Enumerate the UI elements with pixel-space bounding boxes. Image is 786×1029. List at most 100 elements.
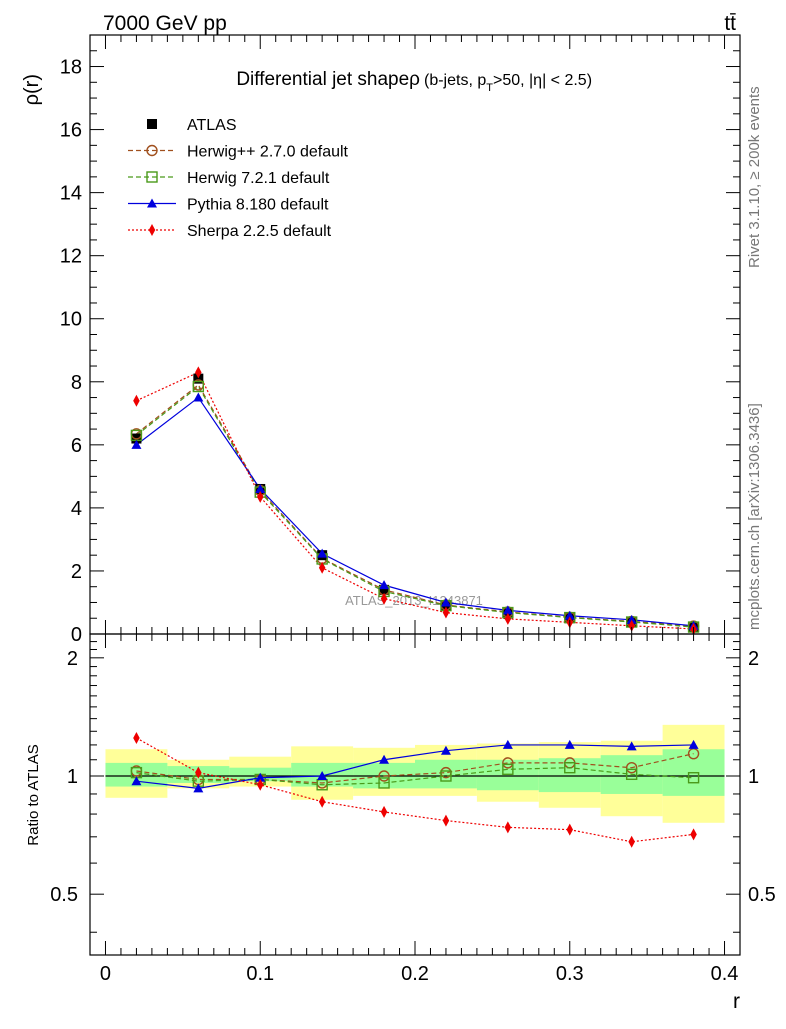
ratio-point-2-6 bbox=[502, 739, 513, 749]
ratio-point-1-4 bbox=[378, 777, 390, 789]
main-point-4-0 bbox=[133, 394, 140, 407]
energy-label: 7000 GeV pp bbox=[103, 12, 227, 35]
ratio-series-line-2 bbox=[136, 744, 694, 789]
main-y-tick-label: 4 bbox=[71, 498, 82, 520]
main-y-tick-label: 2 bbox=[71, 561, 82, 583]
ratio-point-2-3 bbox=[317, 771, 328, 781]
ratio-point-3-4 bbox=[380, 805, 388, 818]
main-point-3-3 bbox=[317, 548, 328, 558]
legend-marker-3 bbox=[147, 198, 157, 208]
ratio-point-3-2 bbox=[256, 778, 264, 791]
ratio-point-2-7 bbox=[564, 739, 575, 749]
ratio-point-1-9 bbox=[687, 772, 700, 784]
main-point-3-1 bbox=[193, 392, 204, 402]
ratio-point-1-7 bbox=[564, 761, 576, 774]
ratio-point-2-4 bbox=[379, 754, 390, 764]
legend-marker-1 bbox=[146, 144, 158, 157]
ratio-point-3-6 bbox=[504, 821, 512, 834]
main-point-3-8 bbox=[626, 614, 637, 624]
ratio-series-line-3 bbox=[136, 737, 694, 843]
main-point-3-0 bbox=[131, 439, 142, 449]
x-tick-label: 0.2 bbox=[401, 963, 429, 985]
main-y-tick-label: 12 bbox=[60, 246, 82, 268]
ratio-y-tick-label: 1 bbox=[67, 766, 78, 788]
rivet-version-label: Rivet 3.1.10, ≥ 200k events bbox=[746, 86, 763, 268]
main-point-3-7 bbox=[564, 610, 575, 620]
main-series-line-2 bbox=[136, 385, 694, 628]
main-point-4-4 bbox=[380, 592, 388, 605]
ratio-point-3-8 bbox=[628, 835, 635, 848]
legend-label-1: Herwig++ 2.7.0 default bbox=[187, 144, 349, 161]
ratio-band-inner bbox=[105, 762, 168, 787]
main-point-4-1 bbox=[195, 366, 202, 379]
main-point-3-4 bbox=[379, 580, 390, 590]
legend-marker-4 bbox=[148, 224, 156, 236]
legend-marker-2 bbox=[146, 171, 158, 183]
x-axis-label: r bbox=[733, 990, 740, 1013]
ratio-point-2-9 bbox=[688, 739, 699, 749]
ratio-point-3-3 bbox=[318, 795, 326, 808]
ratio-y-tick-label-right: 2 bbox=[748, 648, 759, 670]
mcplots-source-label: mcplots.cern.ch [arXiv:1306.3436] bbox=[746, 403, 763, 630]
x-tick-label: 0.3 bbox=[556, 963, 584, 985]
main-point-4-3 bbox=[318, 561, 326, 574]
ratio-point-2-8 bbox=[626, 741, 637, 751]
ratio-plot-area: 0 0.1 0.2 0.3 0.40.5 0.51 12 2 bbox=[50, 35, 776, 985]
ratio-point-2-5 bbox=[440, 745, 451, 755]
ratio-y-axis-label: Ratio to ATLAS bbox=[25, 744, 42, 845]
x-tick-label: 0.4 bbox=[711, 963, 739, 985]
main-point-0-1 bbox=[193, 373, 204, 384]
main-point-4-8 bbox=[628, 619, 635, 632]
ratio-band-inner bbox=[538, 758, 601, 793]
chart-subtitle: (b-jets, pT>50, |η| < 2.5) bbox=[424, 72, 592, 94]
ratio-y-tick-label-right: 1 bbox=[748, 766, 759, 788]
main-point-0-4 bbox=[379, 584, 390, 595]
ratio-point-3-1 bbox=[195, 766, 202, 779]
ratio-point-3-7 bbox=[566, 823, 574, 836]
main-point-2-1 bbox=[192, 380, 205, 393]
legend: ATLAS Herwig++ 2.7.0 default Herwig 7.2.1 … bbox=[128, 117, 349, 240]
main-series-line-3 bbox=[136, 396, 694, 627]
main-y-tick-label: 8 bbox=[71, 372, 82, 394]
main-point-3-5 bbox=[440, 597, 451, 607]
legend-label-3: Pythia 8.180 default bbox=[187, 197, 329, 214]
ratio-point-3-9 bbox=[690, 828, 697, 841]
chart-title: Differential jet shapeρ bbox=[236, 69, 420, 90]
main-point-4-5 bbox=[442, 606, 450, 619]
ratio-point-1-6 bbox=[502, 763, 514, 776]
legend-label-0: ATLAS bbox=[187, 117, 237, 134]
ratio-point-0-8 bbox=[625, 761, 638, 774]
main-point-4-6 bbox=[504, 612, 512, 625]
legend-label-4: Sherpa 2.2.5 default bbox=[187, 223, 332, 240]
ratio-y-tick-label: 2 bbox=[67, 648, 78, 670]
ratio-y-tick-label: 0.5 bbox=[50, 884, 78, 906]
ratio-point-0-6 bbox=[502, 757, 514, 769]
ratio-series-line-1 bbox=[136, 767, 694, 786]
ratio-point-2-2 bbox=[255, 772, 266, 782]
main-y-tick-label: 16 bbox=[60, 120, 82, 142]
ratio-y-tick-label-right: 0.5 bbox=[748, 884, 776, 906]
main-plot-area: 0 2 4 6 8 10 12 14 16 18 bbox=[60, 34, 741, 646]
process-label: tt̄ bbox=[724, 12, 736, 35]
ratio-point-3-5 bbox=[442, 814, 450, 827]
ratio-point-1-8 bbox=[625, 768, 638, 781]
ratio-point-2-0 bbox=[131, 776, 142, 786]
main-point-4-2 bbox=[256, 490, 264, 503]
main-series-line-4 bbox=[136, 371, 694, 630]
main-y-tick-label: 6 bbox=[71, 435, 82, 457]
x-tick-label: 0.1 bbox=[246, 963, 274, 985]
ratio-point-1-5 bbox=[440, 770, 452, 782]
x-tick-label: 0 bbox=[100, 963, 111, 985]
main-series-line-1 bbox=[136, 384, 694, 627]
ratio-point-3-0 bbox=[133, 731, 140, 744]
ratio-point-0-4 bbox=[378, 770, 390, 782]
legend-label-2: Herwig 7.2.1 default bbox=[187, 170, 330, 187]
ratio-point-2-1 bbox=[193, 783, 204, 793]
main-y-tick-label: 18 bbox=[60, 57, 82, 79]
main-y-tick-label: 14 bbox=[60, 183, 82, 205]
ratio-series-line-0 bbox=[136, 753, 694, 784]
main-point-3-2 bbox=[255, 483, 266, 493]
main-y-axis-label: ρ(r) bbox=[21, 74, 43, 105]
